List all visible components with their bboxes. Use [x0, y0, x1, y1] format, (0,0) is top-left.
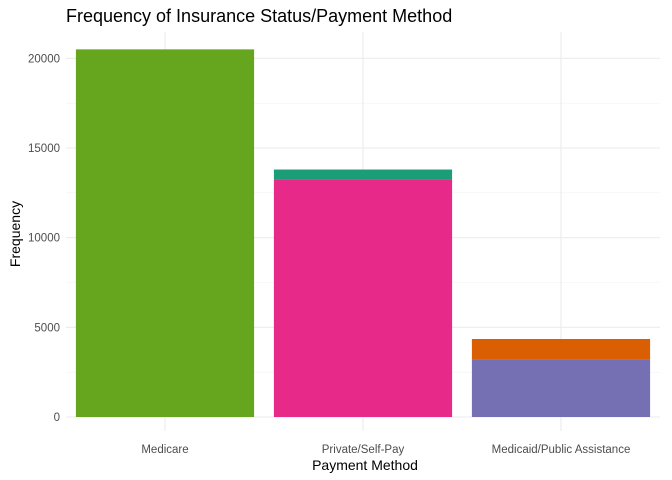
x-axis-title: Payment Method: [312, 457, 418, 473]
bar-segment: [471, 338, 651, 360]
y-axis-ticks: 0 5000 10000 15000 20000: [28, 53, 60, 424]
y-tick-label: 20000: [28, 53, 60, 65]
bar-segment: [75, 49, 255, 417]
x-axis-ticks: Medicare Private/Self-Pay Medicaid/Public …: [141, 444, 630, 456]
bar-segment: [273, 179, 453, 417]
x-tick-label: Medicaid/Public Assistance: [492, 444, 631, 456]
chart-title: Frequency of Insurance Status/Payment Me…: [66, 6, 452, 26]
y-axis-title: Frequency: [7, 201, 23, 267]
bar-segment: [273, 169, 453, 180]
y-tick-label: 10000: [28, 233, 60, 245]
y-tick-label: 15000: [28, 143, 60, 155]
x-tick-label: Medicare: [141, 444, 188, 456]
x-tick-label: Private/Self-Pay: [322, 444, 405, 456]
bars: [75, 49, 651, 417]
y-tick-label: 5000: [34, 322, 60, 334]
y-tick-label: 0: [54, 412, 60, 424]
bar-segment: [471, 359, 651, 417]
